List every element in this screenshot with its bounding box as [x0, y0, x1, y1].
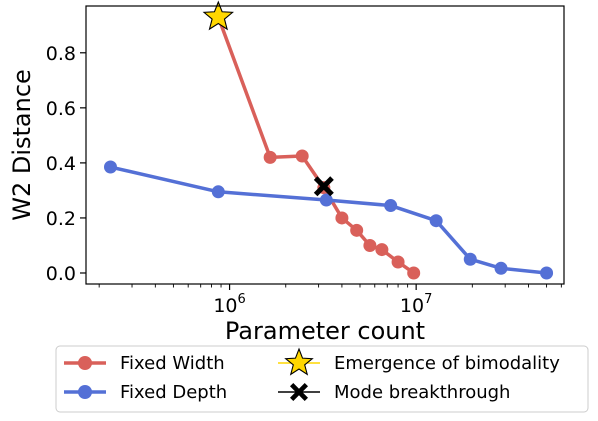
legend-x-marker-icon — [290, 383, 308, 401]
data-point-fixed-depth-2 — [319, 193, 333, 207]
legend-entry-fixed-width: Fixed Width — [64, 353, 225, 374]
y-tick-label-0: 0.0 — [46, 263, 76, 285]
breakthrough-x-marker-icon — [313, 176, 334, 197]
data-point-fixed-width-8 — [391, 255, 405, 269]
y-tick-label-1: 0.2 — [46, 208, 76, 230]
legend-frame — [55, 345, 589, 413]
legend-label-fixed-depth: Fixed Depth — [120, 382, 227, 403]
data-point-fixed-depth-5 — [463, 252, 477, 266]
plot-frame — [85, 5, 565, 285]
legend-entry-emergence: Emergence of bimodality — [278, 347, 560, 376]
data-point-fixed-depth-1 — [211, 185, 225, 199]
x-tick-exponent-0: 6 — [238, 292, 246, 307]
data-point-fixed-depth-0 — [103, 160, 117, 174]
data-point-fixed-width-2 — [295, 149, 309, 163]
series-line-fixed-width — [216, 16, 415, 275]
x-axis-label: Parameter count — [225, 317, 425, 345]
legend-entry-fixed-depth: Fixed Depth — [64, 382, 227, 403]
legend-label-breakthrough: Mode breakthrough — [334, 382, 510, 403]
y-tick-label-2: 0.4 — [46, 153, 76, 175]
legend: Fixed Width Fixed Depth Emergence of bim… — [55, 345, 589, 413]
emergence-star-icon — [202, 0, 234, 31]
y-tick-label-3: 0.6 — [46, 98, 76, 120]
data-point-fixed-depth-3 — [384, 199, 398, 213]
plot-area — [103, 0, 554, 280]
axes: 0.0 0.2 0.4 0.6 0.8 106 107 — [46, 43, 562, 317]
data-point-fixed-depth-6 — [494, 261, 508, 275]
data-point-fixed-width-6 — [363, 238, 377, 252]
legend-label-fixed-width: Fixed Width — [120, 353, 225, 374]
y-axis-label: W2 Distance — [8, 69, 36, 221]
legend-marker-fixed-depth — [78, 385, 92, 399]
data-point-fixed-width-5 — [350, 223, 364, 237]
legend-marker-fixed-width — [78, 356, 92, 370]
x-tick-label-0: 106 — [213, 292, 245, 317]
data-point-fixed-width-9 — [407, 266, 421, 280]
legend-label-emergence: Emergence of bimodality — [334, 353, 560, 374]
data-point-fixed-width-1 — [263, 150, 277, 164]
data-point-fixed-width-7 — [375, 243, 389, 257]
data-point-fixed-depth-4 — [429, 214, 443, 228]
x-tick-label-1: 107 — [400, 292, 432, 317]
data-point-fixed-width-4 — [335, 211, 349, 225]
y-tick-label-4: 0.8 — [46, 43, 76, 65]
data-point-fixed-depth-7 — [540, 266, 554, 280]
legend-entry-breakthrough: Mode breakthrough — [278, 382, 510, 403]
legend-star-icon — [284, 347, 314, 376]
x-tick-exponent-1: 7 — [424, 292, 432, 307]
